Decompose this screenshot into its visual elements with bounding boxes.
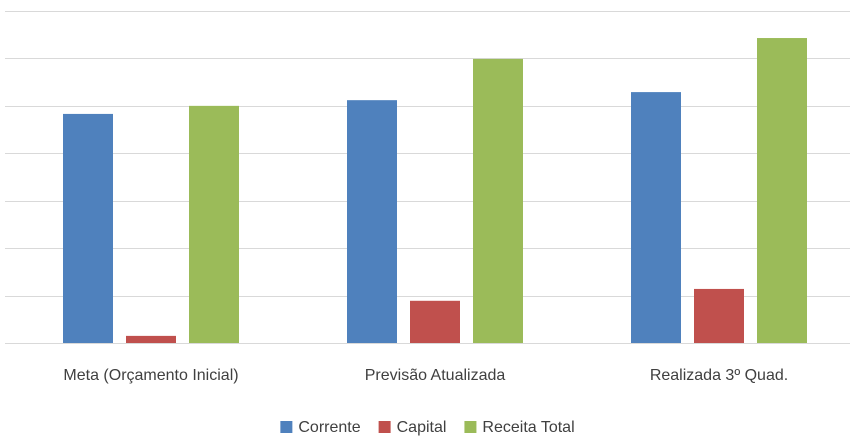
bar — [694, 288, 744, 343]
bar — [410, 300, 460, 343]
bar — [126, 335, 176, 343]
bar — [347, 100, 397, 343]
legend-label: Receita Total — [482, 419, 574, 436]
bar — [631, 92, 681, 343]
x-tick-label: Realizada 3º Quad. — [650, 367, 788, 384]
bar — [63, 113, 113, 343]
legend-label: Capital — [397, 419, 447, 436]
bar — [473, 58, 523, 343]
bar — [757, 38, 807, 343]
legend-swatch — [280, 421, 293, 433]
bar — [189, 105, 239, 343]
legend-label: Corrente — [298, 419, 360, 436]
legend-swatch — [464, 421, 477, 433]
legend-swatch — [378, 421, 391, 433]
x-tick-label: Previsão Atualizada — [365, 367, 506, 384]
x-tick-label: Meta (Orçamento Inicial) — [63, 367, 238, 384]
